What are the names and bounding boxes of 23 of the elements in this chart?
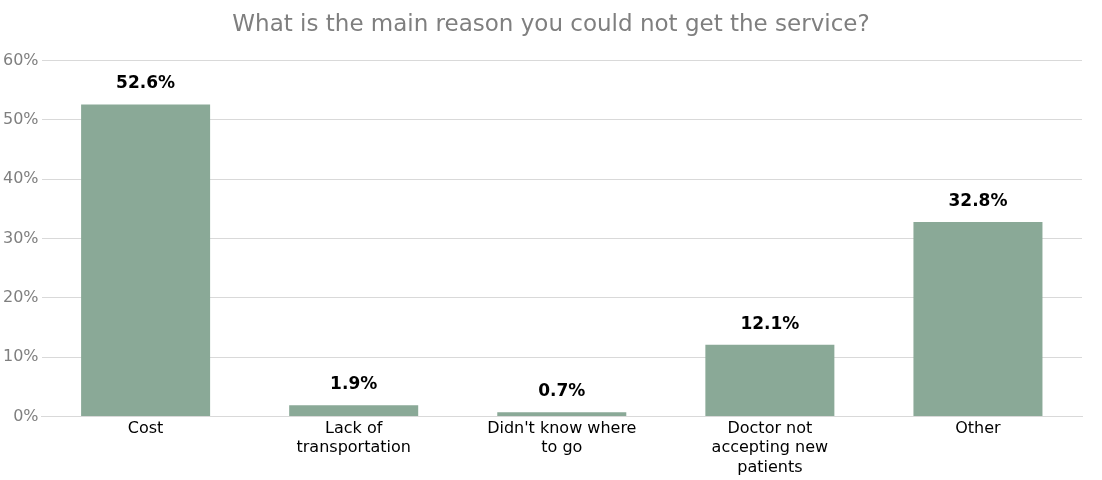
y-tick-label: 30%: [3, 227, 39, 247]
data-label: 32.8%: [948, 189, 1008, 210]
x-tick-label: Other: [955, 418, 1002, 438]
bar: [289, 405, 419, 416]
y-tick-label: 10%: [3, 346, 39, 366]
x-tick-label: Doctor not accepting new patients: [711, 418, 829, 476]
y-tick-label: 40%: [3, 168, 39, 188]
data-label: 12.1%: [740, 312, 800, 333]
y-tick-label: 0%: [13, 405, 39, 425]
data-label: 1.9%: [330, 373, 378, 394]
bar: [913, 221, 1043, 416]
x-tick-label: Lack of transportation: [296, 418, 411, 457]
y-tick-label: 60%: [3, 49, 39, 69]
bar: [81, 104, 211, 416]
bar: [705, 344, 835, 416]
y-tick-label: 20%: [3, 286, 39, 306]
x-tick-label: Didn't know where to go: [487, 418, 637, 457]
x-tick-label: Cost: [127, 418, 164, 438]
bar: [497, 412, 627, 416]
y-tick-label: 50%: [3, 109, 39, 129]
chart-title: What is the main reason you could not get the service?: [231, 10, 871, 36]
data-label: 52.6%: [116, 72, 176, 93]
data-label: 0.7%: [538, 380, 586, 401]
